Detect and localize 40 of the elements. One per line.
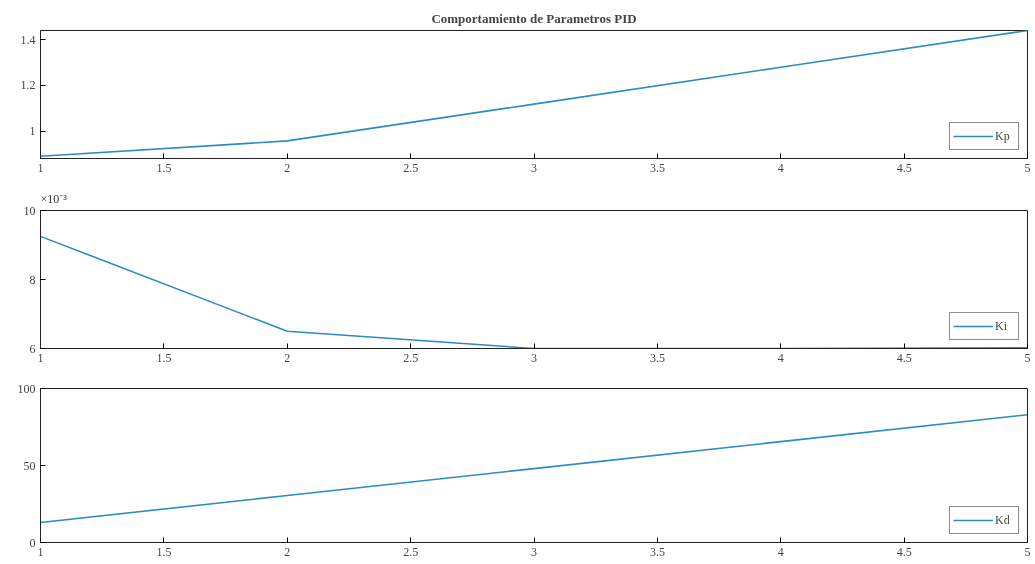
- x-tick-label: 5: [1024, 350, 1031, 365]
- x-tick-label: 1.5: [156, 350, 172, 365]
- x-tick-label: 4: [777, 350, 784, 365]
- y-tick-label: 0: [29, 535, 36, 550]
- x-tick-label: 2: [284, 160, 291, 175]
- legend-label: Kp: [995, 128, 1011, 144]
- chart-title: Comportamiento de Parametros PID: [431, 10, 637, 26]
- y-tick-label: 1.4: [20, 32, 36, 47]
- line-series: [40, 413, 1028, 524]
- x-tick-label: 4.5: [896, 544, 912, 559]
- x-tick-label: 4: [777, 160, 784, 175]
- text: ×10⁻³: [40, 191, 68, 206]
- y-tick-label: 1.2: [20, 78, 36, 93]
- y-tick-label: 1: [29, 124, 36, 139]
- x-tick-label: 4.5: [896, 160, 912, 175]
- x-tick-label: 3: [531, 350, 537, 365]
- x-tick-label: 2.5: [403, 350, 419, 365]
- legend-label: Ki: [995, 318, 1008, 334]
- x-tick-label: 2.5: [403, 544, 419, 559]
- x-tick-label: 2.5: [403, 160, 419, 175]
- x-tick-label: 3.5: [649, 160, 665, 175]
- y-tick-label: 6: [29, 341, 36, 356]
- x-tick-label: 2: [284, 544, 291, 559]
- y-tick-label: 10: [23, 203, 36, 218]
- x-tick-label: 3: [531, 544, 537, 559]
- x-tick-label: 5: [1024, 160, 1031, 175]
- x-tick-label: 3: [531, 160, 537, 175]
- x-tick-label: 1.5: [156, 544, 172, 559]
- x-tick-label: 3.5: [649, 350, 665, 365]
- line-series: [40, 30, 1028, 158]
- x-tick-label: 1.5: [156, 160, 172, 175]
- x-tick-label: 2: [284, 350, 291, 365]
- y-tick-label: 8: [29, 272, 36, 287]
- y-tick-label: 50: [23, 458, 36, 473]
- x-tick-label: 3.5: [649, 544, 665, 559]
- x-tick-label: 5: [1024, 544, 1031, 559]
- y-tick-label: 100: [17, 381, 36, 396]
- x-tick-label: 4: [777, 544, 784, 559]
- legend-label: Kd: [995, 512, 1011, 528]
- x-tick-label: 4.5: [896, 350, 912, 365]
